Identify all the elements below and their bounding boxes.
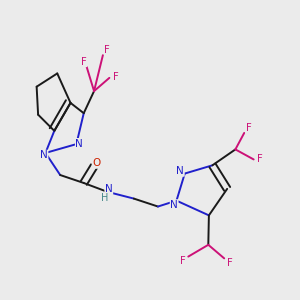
Text: F: F — [246, 123, 251, 133]
Text: F: F — [113, 72, 119, 82]
Text: N: N — [105, 184, 113, 194]
Text: O: O — [92, 158, 101, 168]
Text: N: N — [76, 139, 83, 148]
Text: F: F — [226, 258, 232, 268]
Text: N: N — [170, 200, 178, 210]
Text: F: F — [104, 45, 110, 55]
Text: F: F — [180, 256, 186, 266]
Text: N: N — [40, 150, 48, 160]
Text: F: F — [81, 57, 87, 67]
Text: H: H — [101, 193, 109, 203]
Text: N: N — [176, 166, 184, 176]
Text: F: F — [257, 154, 262, 164]
